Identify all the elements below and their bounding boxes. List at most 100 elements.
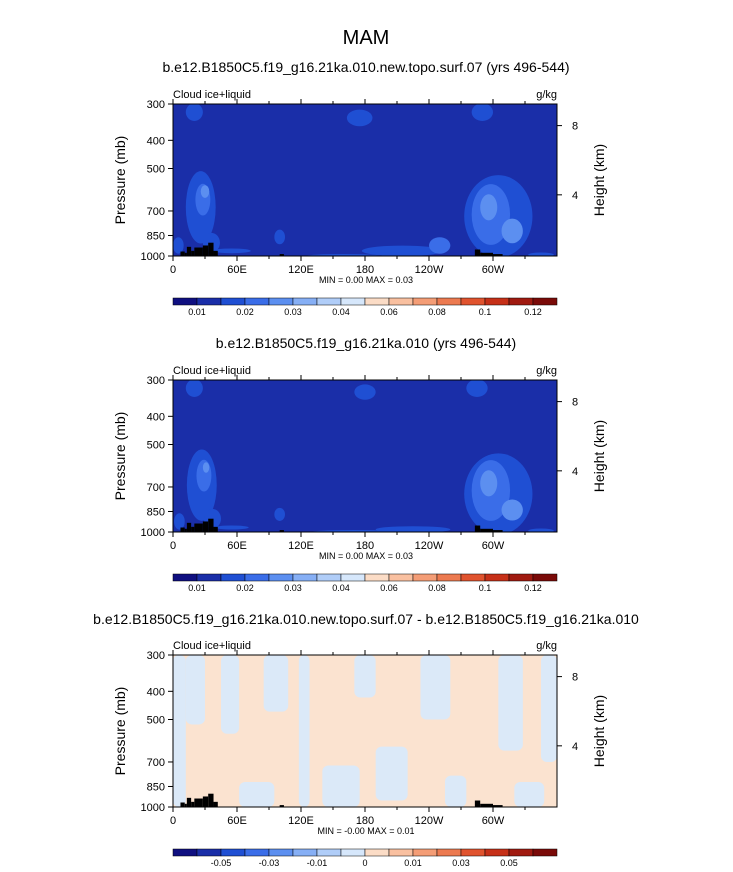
colorbar-swatch — [388, 297, 414, 306]
colorbar-label: 0.12 — [524, 307, 542, 317]
colorbar-label: 0.08 — [428, 583, 446, 593]
colorbar-label: 0.02 — [236, 583, 254, 593]
colorbar-swatch — [244, 297, 270, 306]
x-tick-label: 60W — [482, 264, 505, 276]
y-axis-label: Pressure (mb) — [112, 136, 128, 225]
y-tick-label: 400 — [147, 411, 165, 423]
y-tick-label: 850 — [147, 230, 165, 242]
colorbar-label: 0.01 — [404, 858, 422, 868]
y-axis-label: Pressure (mb) — [112, 412, 128, 501]
y-tick-label: 300 — [147, 650, 165, 662]
panel-title: b.e12.B1850C5.f19_g16.21ka.010.new.topo.… — [93, 611, 639, 627]
difference-region — [239, 781, 275, 807]
colorbar-swatch — [484, 848, 510, 857]
colorbar-swatch — [364, 848, 390, 857]
contour-blob — [274, 507, 285, 521]
terrain-block — [191, 801, 195, 807]
y-tick-label: 300 — [147, 99, 165, 111]
x-tick-label: 60E — [227, 815, 247, 827]
difference-region — [541, 655, 557, 762]
colorbar-label: 0.01 — [188, 583, 206, 593]
colorbar-label: 0.05 — [500, 858, 518, 868]
colorbar-swatch — [484, 573, 510, 582]
contour-blob — [174, 513, 185, 530]
colorbar: 0.01 0.02 0.03 0.04 0.06 0.08 0.1 0.12 — [172, 297, 558, 317]
contour-blob — [528, 252, 554, 256]
terrain-block — [279, 254, 284, 256]
colorbar-swatch — [388, 848, 414, 857]
x-tick-label: 120W — [415, 815, 444, 827]
terrain-block — [493, 530, 503, 532]
terrain-block — [279, 530, 284, 532]
height-tick-label: 4 — [572, 741, 578, 753]
terrain-block — [208, 793, 214, 807]
colorbar-swatch — [292, 848, 318, 857]
colorbar-label: 0.1 — [479, 307, 492, 317]
y-tick-label: 1000 — [141, 527, 165, 539]
x-tick-label: 60W — [482, 815, 505, 827]
colorbar-label: -0.01 — [307, 858, 328, 868]
colorbar-swatch — [268, 297, 294, 306]
difference-region — [354, 655, 376, 698]
contour-blob — [185, 380, 203, 397]
colorbar-swatch — [172, 848, 198, 857]
colorbar-swatch — [268, 573, 294, 582]
x-tick-label: 120W — [415, 540, 444, 552]
x-tick-label: 120E — [288, 815, 314, 827]
colorbar-swatch — [172, 297, 198, 306]
colorbar-swatch — [436, 848, 462, 857]
x-tick-label: 180 — [356, 815, 374, 827]
terrain-block — [213, 250, 218, 256]
plot-area — [173, 104, 557, 256]
y-tick-label: 500 — [147, 714, 165, 726]
colorbar-swatch — [508, 297, 534, 306]
difference-region — [445, 775, 467, 807]
colorbar-swatch — [364, 573, 390, 582]
terrain-block — [184, 252, 187, 256]
contour-blob — [354, 384, 376, 400]
panel-title: b.e12.B1850C5.f19_g16.21ka.010.new.topo.… — [162, 59, 569, 75]
min-max-label: MIN = -0.00 MAX = 0.01 — [317, 826, 414, 836]
terrain-block — [480, 252, 493, 256]
colorbar-swatch — [268, 848, 294, 857]
colorbar-swatch — [340, 848, 366, 857]
y-tick-label: 1000 — [141, 251, 165, 263]
colorbar-label: 0.03 — [284, 583, 302, 593]
colorbar-swatch — [220, 573, 246, 582]
colorbar-swatch — [244, 848, 270, 857]
colorbar-swatch — [316, 297, 342, 306]
terrain-block — [184, 803, 187, 807]
terrain-block — [184, 528, 187, 532]
plot-area — [173, 380, 557, 532]
panel-title: b.e12.B1850C5.f19_g16.21ka.010 (yrs 496-… — [216, 335, 516, 351]
colorbar-swatch — [460, 297, 486, 306]
x-tick-label: 60E — [227, 540, 247, 552]
terrain-block — [208, 242, 214, 256]
contour-blob — [480, 470, 498, 497]
colorbar-swatch — [436, 297, 462, 306]
colorbar-swatch — [412, 848, 438, 857]
terrain-block — [480, 803, 493, 807]
terrain-block — [474, 249, 481, 256]
terrain-block — [213, 526, 218, 532]
terrain-block — [202, 796, 209, 807]
contour-blob — [212, 248, 251, 254]
colorbar-label: 0.04 — [332, 583, 350, 593]
colorbar-label: 0.04 — [332, 307, 350, 317]
plot-area — [173, 655, 557, 807]
terrain-block — [191, 526, 195, 532]
colorbar-label: -0.03 — [259, 858, 280, 868]
y-tick-label: 700 — [147, 206, 165, 218]
colorbar-label: 0.08 — [428, 307, 446, 317]
colorbar-swatch — [196, 573, 222, 582]
y-tick-label: 850 — [147, 781, 165, 793]
y-tick-label: 500 — [147, 163, 165, 175]
difference-region — [375, 746, 408, 801]
colorbar-swatch — [436, 573, 462, 582]
contour-blob — [429, 237, 451, 254]
terrain-block — [279, 805, 284, 807]
colorbar-swatch — [196, 848, 222, 857]
contour-blob — [528, 528, 554, 532]
contour-blob — [173, 237, 184, 254]
units-label: g/kg — [536, 640, 557, 652]
